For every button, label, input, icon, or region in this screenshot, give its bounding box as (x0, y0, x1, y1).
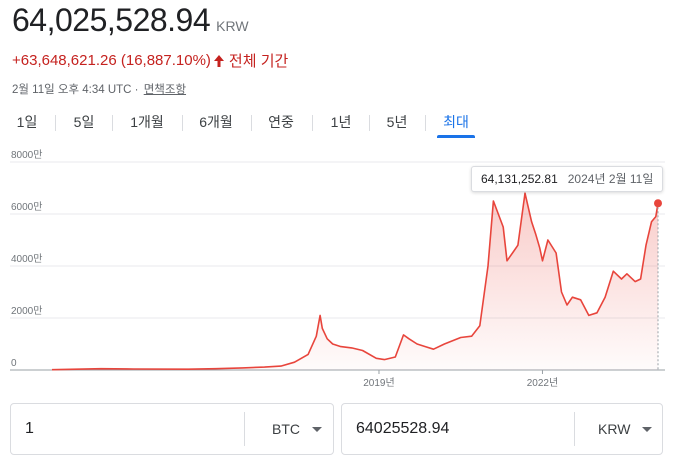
range-tabs: 1일 5일 1개월 6개월 연중 1년 5년 최대 (0, 108, 690, 138)
disclaimer-link[interactable]: 면책조항 (143, 84, 187, 96)
price-row: 64,025,528.94 KRW (12, 2, 249, 42)
price-line (51, 192, 659, 371)
arrow-up-icon (213, 54, 225, 68)
change-period: 전체 기간 (228, 53, 289, 70)
caret-down-icon (642, 426, 653, 432)
tab-1d[interactable]: 1일 (16, 114, 38, 130)
price-change-row: +63,648,621.26 (16,887.10%) 전체 기간 (12, 50, 288, 71)
price-chart[interactable]: 0 2000만 4000만 6000만 8000만 2019년 2022년 (0, 148, 690, 393)
from-currency-select[interactable]: BTC (272, 404, 322, 454)
price-change: +63,648,621.26 (16,887.10%) (12, 52, 211, 69)
tooltip-value: 64,131,252.81 (481, 172, 558, 186)
tab-divider (112, 115, 113, 131)
tab-divider (182, 115, 183, 131)
timestamp-row: 2월 11일 오후 4:34 UTC · 면책조항 (12, 81, 186, 97)
meta-separator: · (134, 84, 139, 96)
y-tick-label: 2000만 (11, 305, 42, 317)
chart-tooltip: 64,131,252.81 2024년 2월 11일 (471, 166, 664, 192)
tab-6m[interactable]: 6개월 (199, 114, 233, 130)
x-tick-label: 2019년 (363, 377, 394, 389)
tab-divider (312, 115, 313, 131)
converter-divider (244, 412, 245, 446)
x-tick-label: 2022년 (527, 377, 558, 389)
tab-divider (369, 115, 370, 131)
to-amount-input[interactable] (356, 404, 571, 454)
y-tick-label: 6000만 (11, 201, 42, 213)
current-price: 64,025,528.94 (12, 2, 211, 38)
y-tick-label: 8000만 (11, 149, 42, 161)
tab-5y[interactable]: 5년 (386, 114, 408, 130)
converter-to: KRW (341, 403, 663, 455)
tab-max[interactable]: 최대 (437, 108, 475, 138)
to-currency-select[interactable]: KRW (598, 404, 653, 454)
tooltip-date: 2024년 2월 11일 (567, 172, 654, 186)
caret-down-icon (312, 426, 322, 432)
tab-divider (425, 115, 426, 131)
converter-from: BTC (10, 403, 334, 455)
y-tick-label: 4000만 (11, 253, 42, 265)
price-area (52, 193, 658, 370)
from-currency-label: BTC (272, 421, 300, 437)
to-currency-label: KRW (598, 421, 631, 437)
currency-code: KRW (216, 18, 249, 34)
tab-5d[interactable]: 5일 (73, 114, 95, 130)
tab-divider (55, 115, 56, 131)
hover-point (654, 199, 662, 208)
timestamp: 2월 11일 오후 4:34 UTC (12, 84, 132, 96)
converter-divider (574, 412, 575, 446)
tab-1y[interactable]: 1년 (330, 114, 352, 130)
tab-ytd[interactable]: 연중 (268, 114, 294, 130)
tab-divider (251, 115, 252, 131)
y-tick-label: 0 (11, 358, 17, 369)
tab-1m[interactable]: 1개월 (130, 114, 164, 130)
from-amount-input[interactable] (25, 404, 245, 454)
